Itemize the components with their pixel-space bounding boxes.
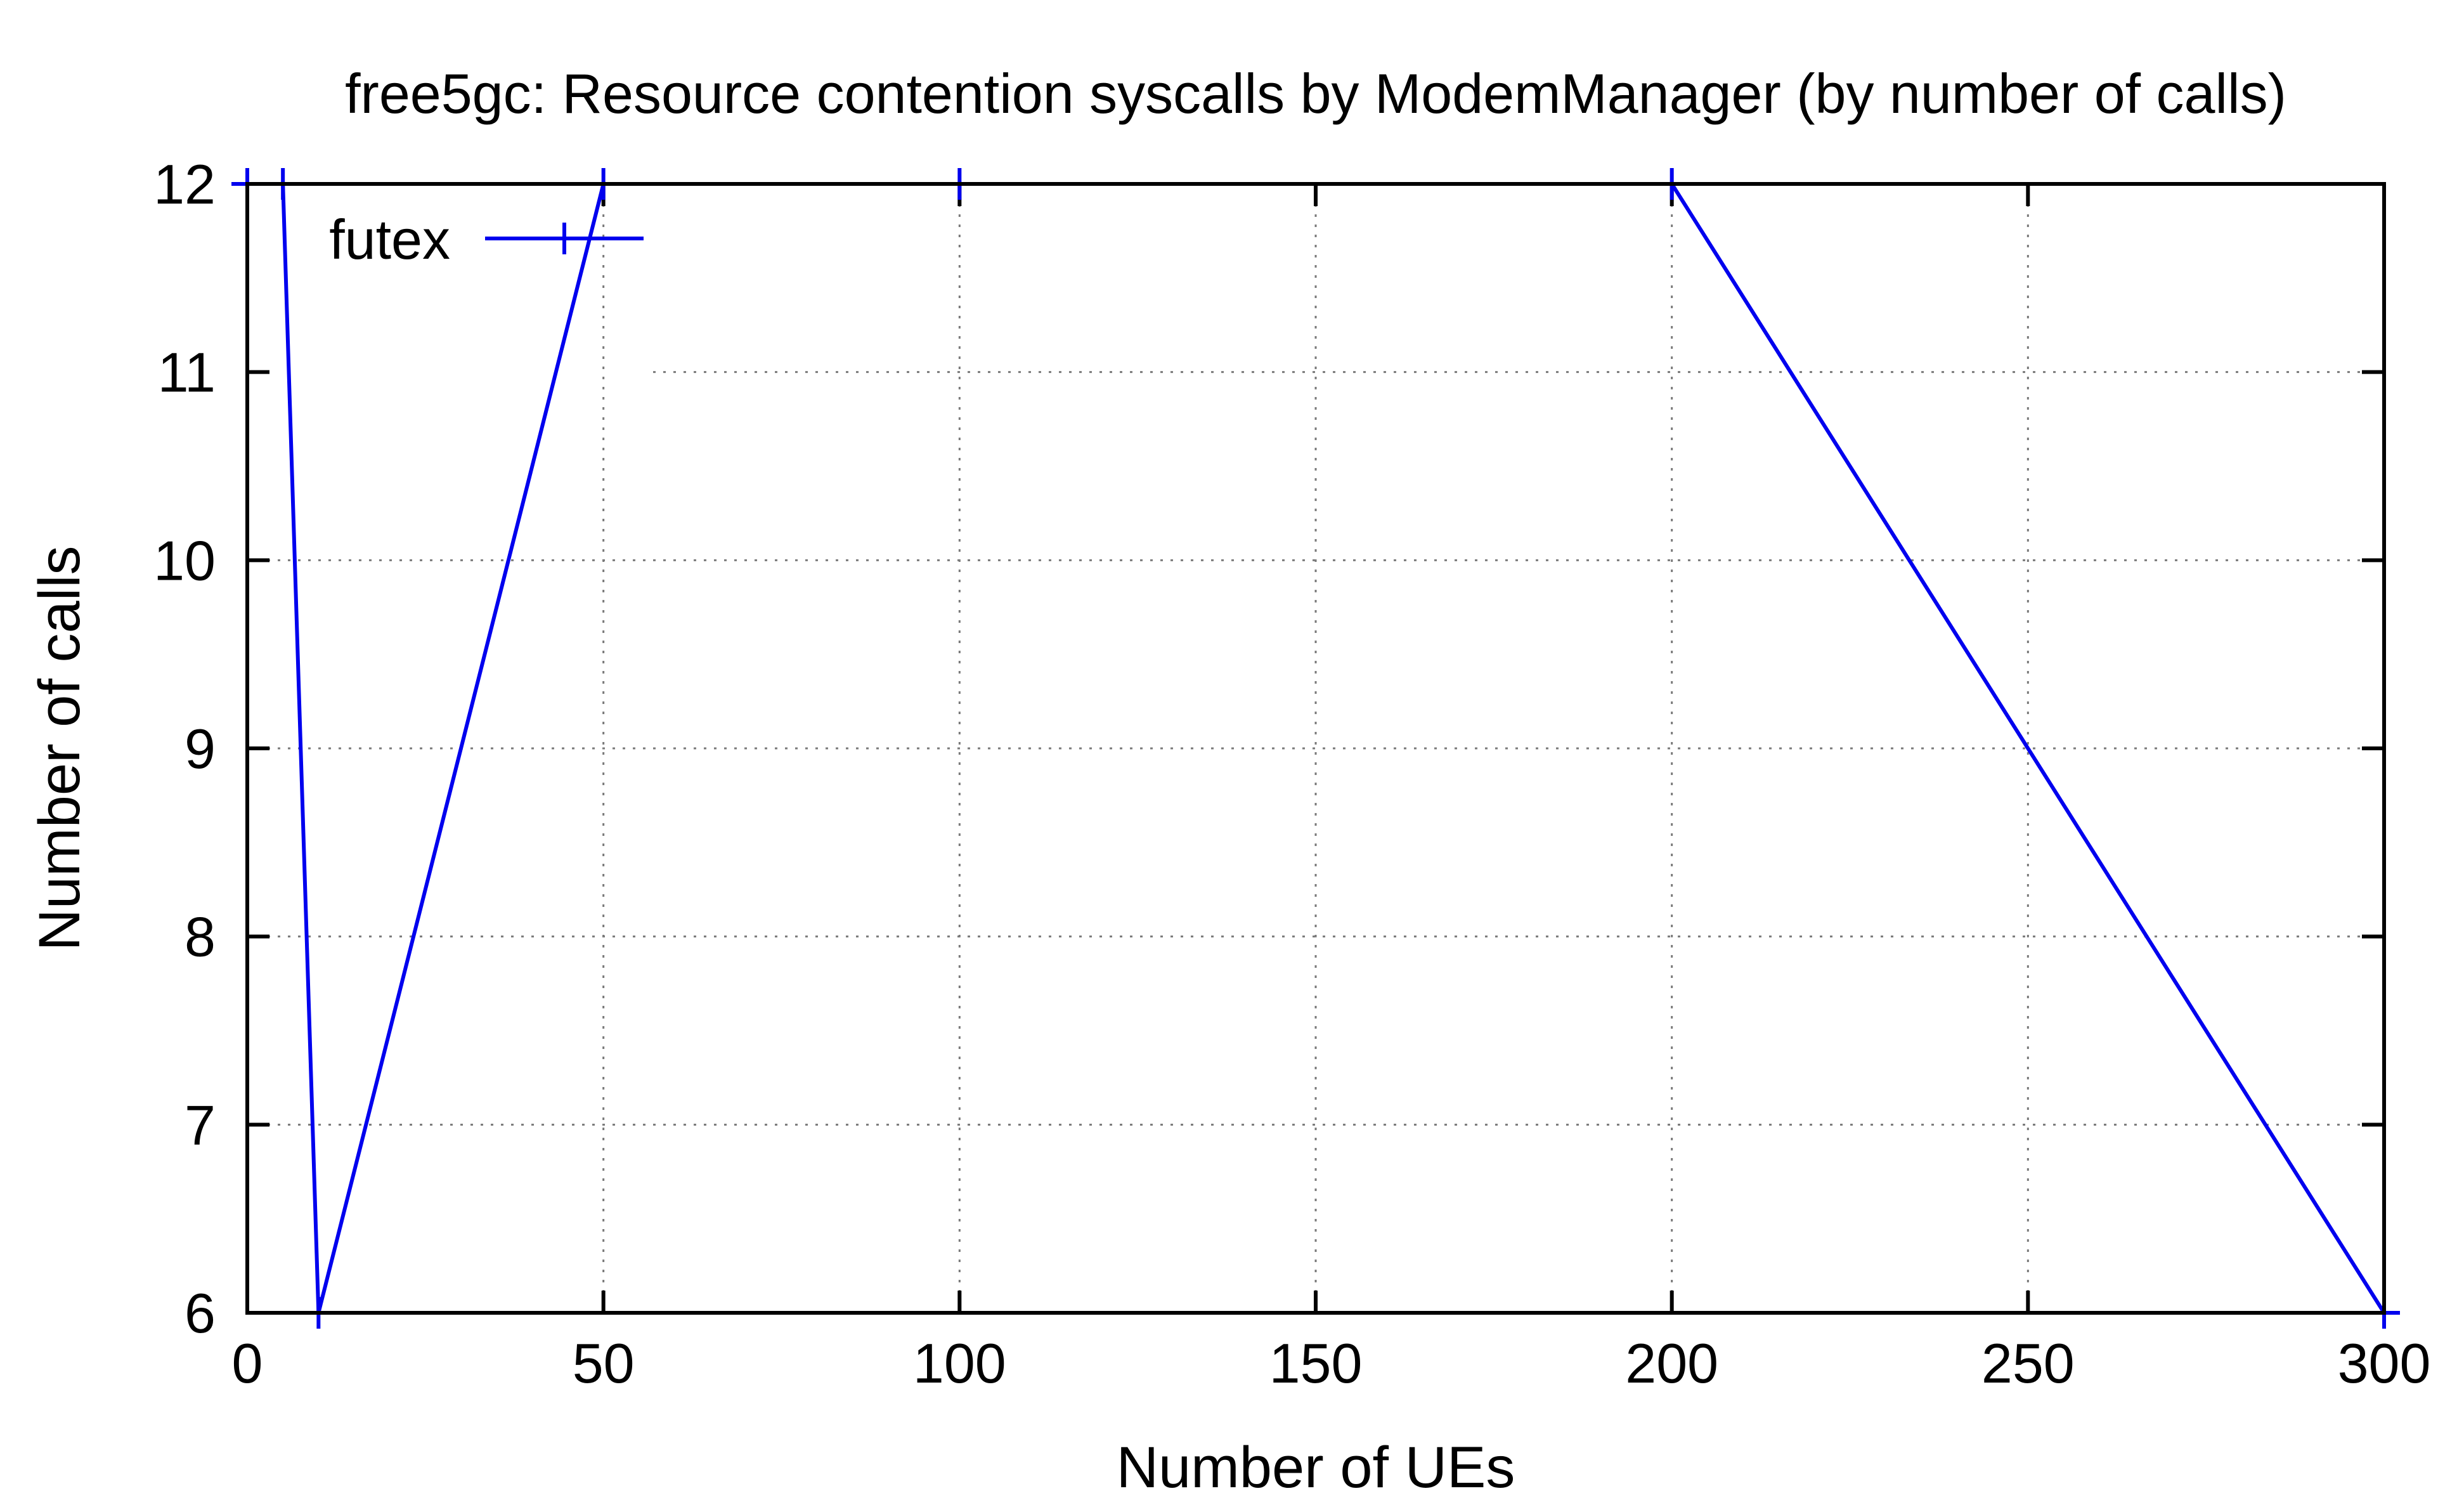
- y-axis-label: Number of calls: [27, 545, 92, 951]
- y-tick-label: 6: [185, 1282, 216, 1345]
- y-tick-label: 7: [185, 1093, 216, 1156]
- y-tick-label: 10: [153, 529, 216, 592]
- x-axis-label: Number of UEs: [1117, 1435, 1515, 1498]
- chart-title: free5gc: Resource contention syscalls by…: [345, 62, 2286, 125]
- y-tick-label: 9: [185, 717, 216, 780]
- x-tick-labels: 0 50 100 150 200 250 300: [232, 1332, 2431, 1395]
- legend-marker-futex: [548, 223, 580, 254]
- x-tick-label: 0: [232, 1332, 263, 1395]
- y-tick-label: 11: [158, 341, 216, 404]
- y-tick-label: 12: [153, 153, 216, 216]
- x-tick-label: 50: [573, 1332, 635, 1395]
- x-tick-label: 250: [1981, 1332, 2075, 1395]
- x-tick-label: 300: [2338, 1332, 2431, 1395]
- x-tick-label: 100: [913, 1332, 1006, 1395]
- x-tick-label: 200: [1625, 1332, 1718, 1395]
- x-tick-label: 150: [1269, 1332, 1363, 1395]
- legend-label-futex: futex: [329, 208, 450, 271]
- legend: futex: [329, 208, 644, 271]
- y-tick-label: 8: [185, 906, 216, 968]
- plot-frame: [245, 182, 2386, 1315]
- grid-lines: [247, 184, 2384, 1313]
- y-tick-labels: 6 7 8 9 10 11 12: [153, 153, 216, 1345]
